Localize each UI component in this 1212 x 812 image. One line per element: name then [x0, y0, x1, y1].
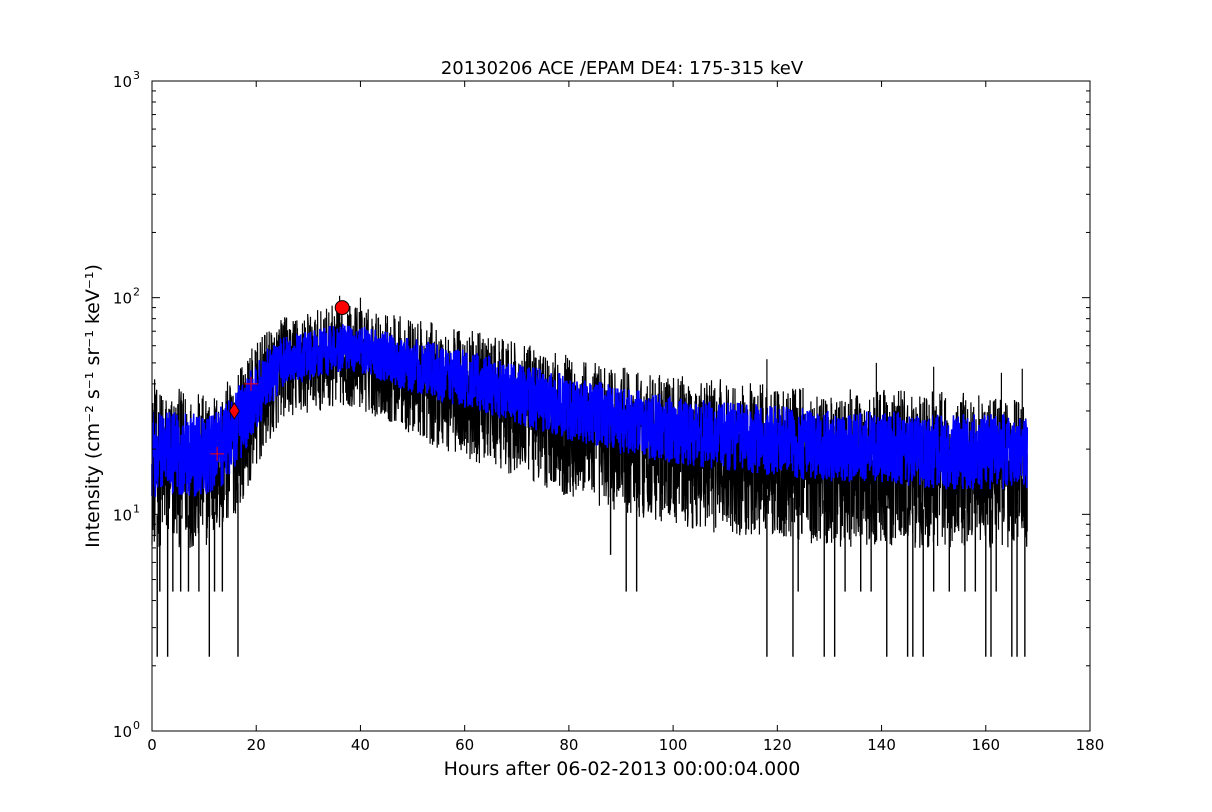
- x-tick-label: 140: [867, 736, 896, 754]
- chart-title: 20130206 ACE /EPAM DE4: 175-315 keV: [441, 58, 804, 79]
- plot-area: [151, 295, 1028, 657]
- marker-circle: [334, 300, 350, 316]
- x-tick-label: 120: [763, 736, 792, 754]
- x-tick-label: 100: [659, 736, 688, 754]
- y-tick-exponent: 1: [133, 502, 140, 515]
- x-tick-label: 80: [559, 736, 578, 754]
- y-tick-label: 10: [113, 506, 132, 524]
- marker-plus: [244, 376, 259, 391]
- x-tick-label: 40: [351, 736, 370, 754]
- x-axis: 0 20 40 60 80 100 120 140 160 180: [147, 81, 1104, 754]
- x-tick-label: 180: [1076, 736, 1105, 754]
- y-tick-exponent: 0: [133, 719, 140, 732]
- x-tick-label: 60: [455, 736, 474, 754]
- series-line-blue: [151, 324, 1028, 497]
- x-axis-label: Hours after 06-02-2013 00:00:04.000: [444, 758, 801, 780]
- y-tick-exponent: 3: [133, 69, 140, 82]
- x-tick-label: 160: [971, 736, 1000, 754]
- marker-plus: [210, 446, 225, 461]
- y-tick-exponent: 2: [133, 286, 140, 299]
- x-tick-label: 0: [147, 736, 157, 754]
- y-tick-label: 10: [113, 73, 132, 91]
- x-tick-label: 20: [247, 736, 266, 754]
- marker-diamond: [228, 402, 240, 420]
- y-axis-label: Intensity (cm⁻² s⁻¹ sr⁻¹ keV⁻¹): [82, 264, 104, 548]
- plot-frame: [151, 80, 1091, 732]
- y-tick-label: 10: [113, 290, 132, 308]
- y-tick-label: 10: [113, 723, 132, 741]
